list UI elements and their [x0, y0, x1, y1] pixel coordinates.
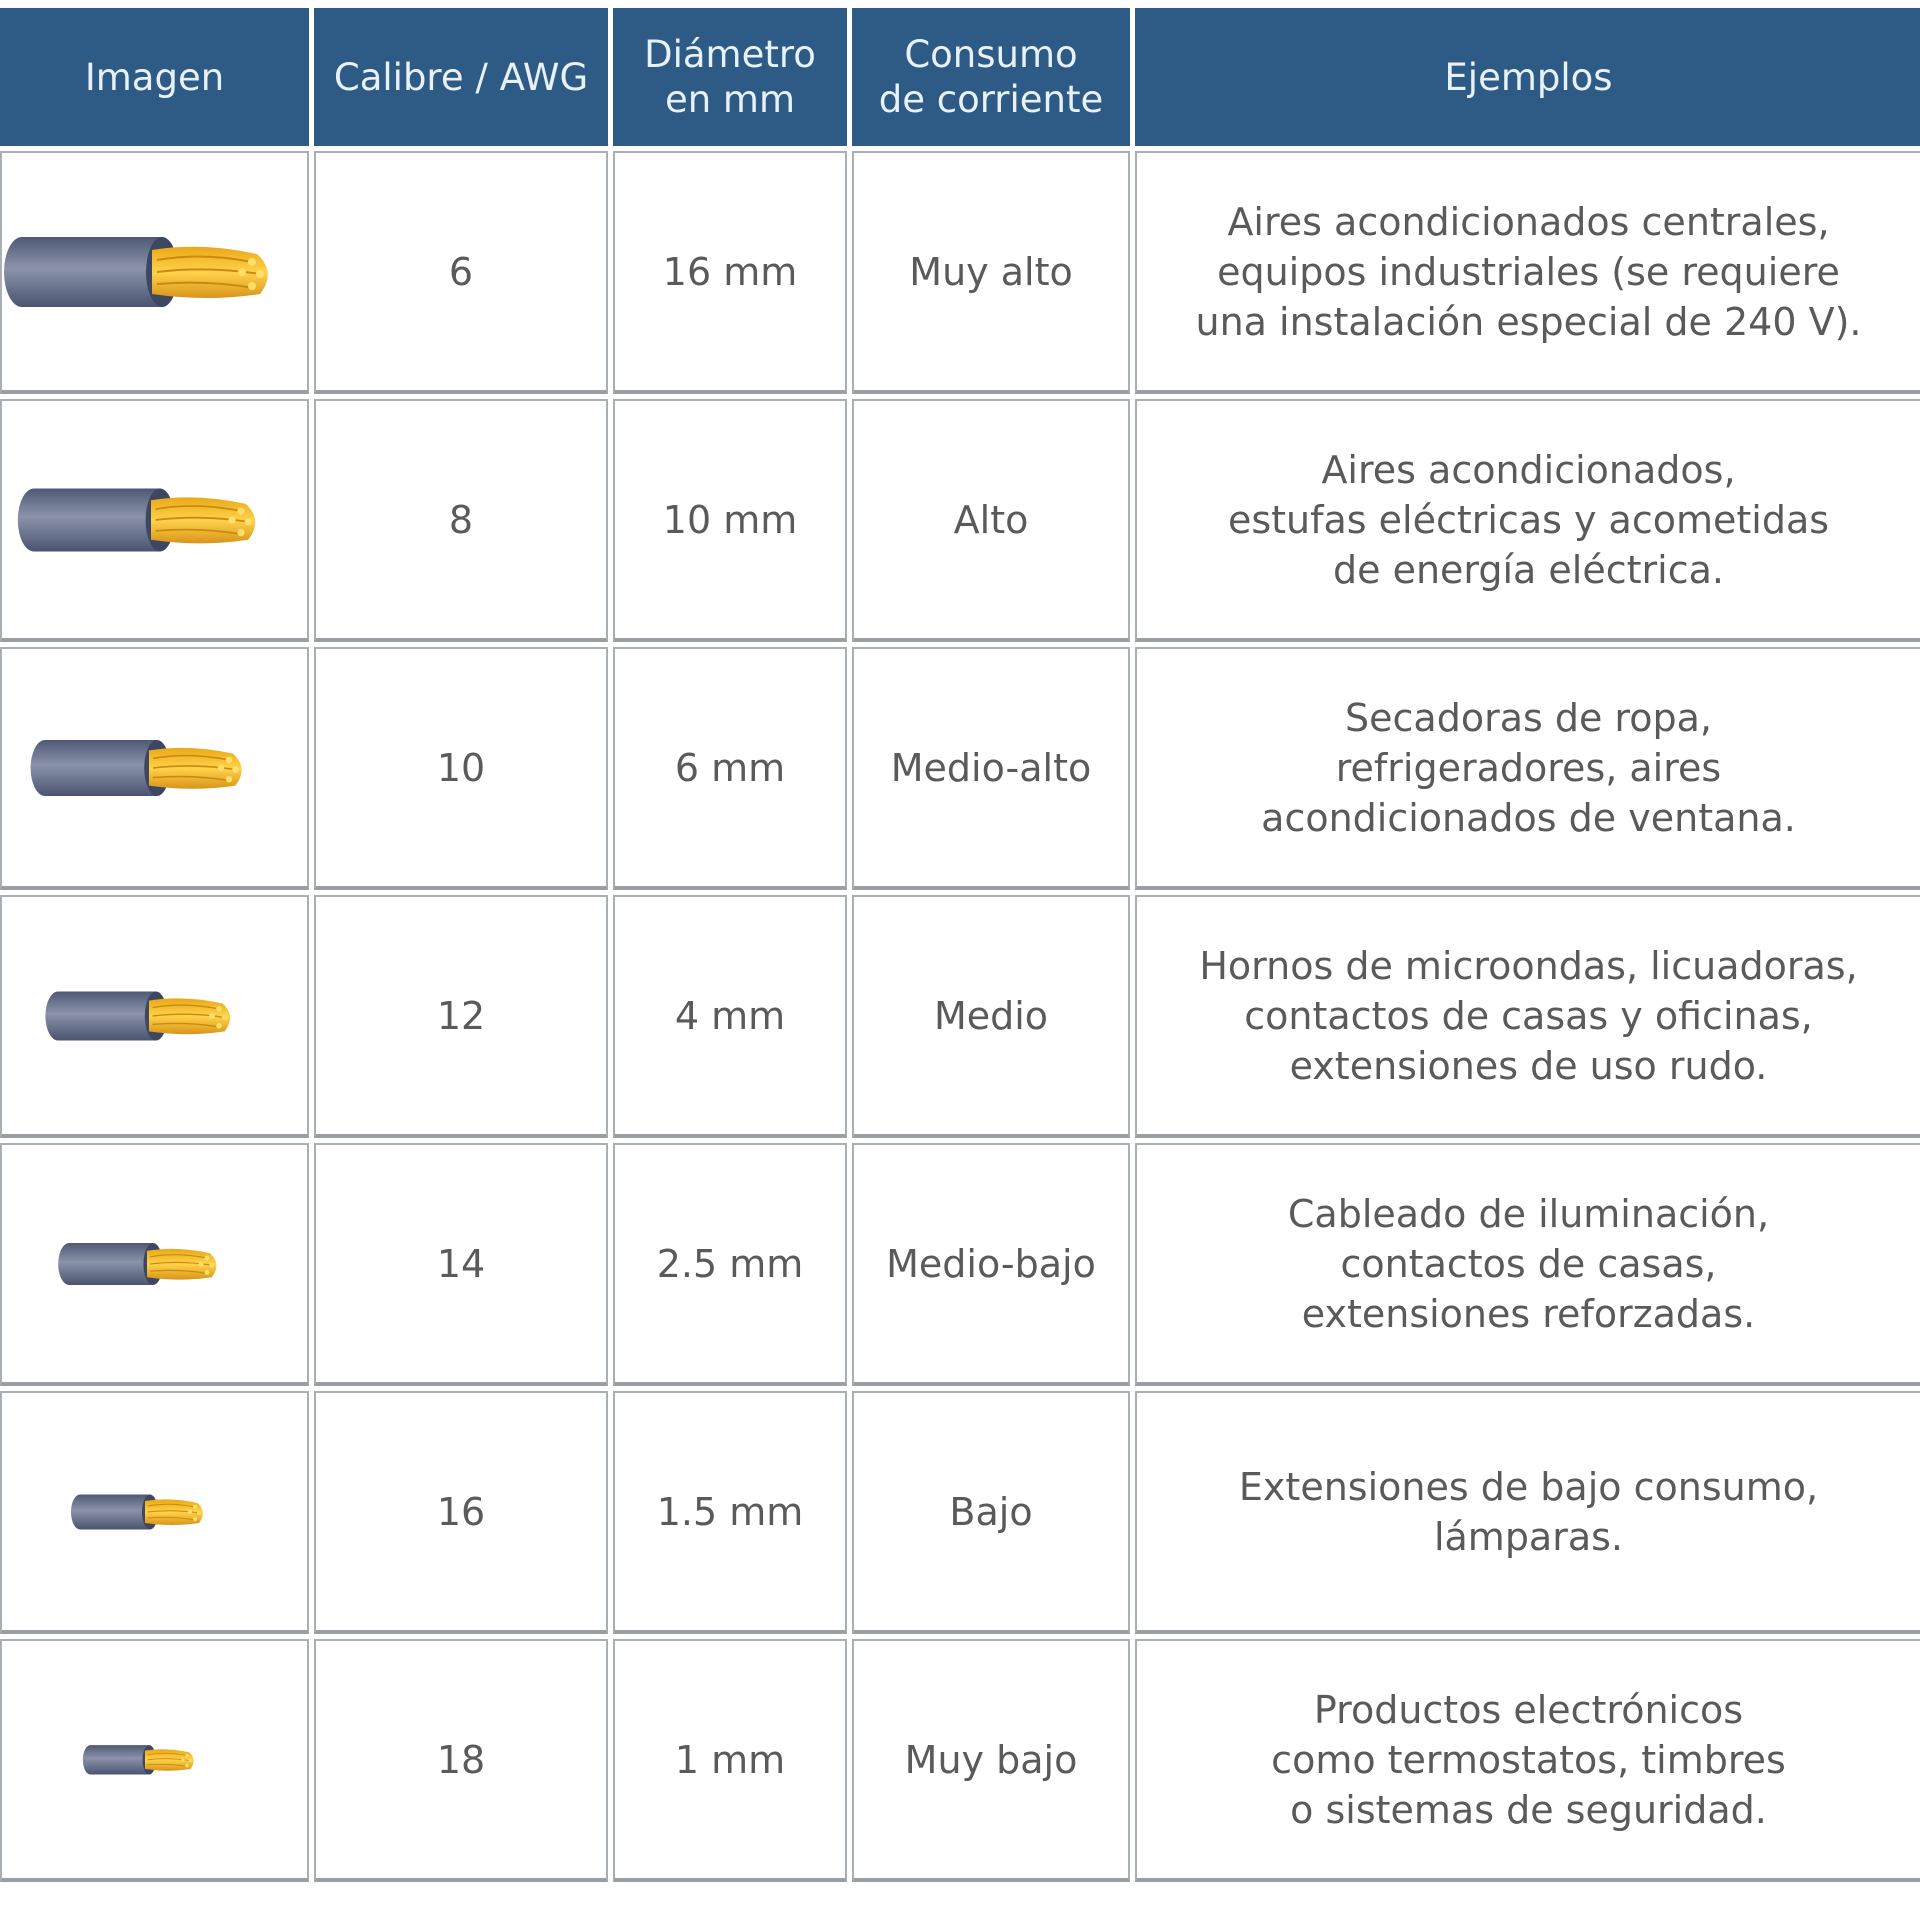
wire-image-cell — [0, 151, 309, 394]
wire-icon — [4, 236, 268, 307]
consumption-text: Bajo — [949, 1489, 1033, 1534]
header-ejemplos: Ejemplos — [1135, 8, 1920, 146]
consumption-cell: Bajo — [852, 1391, 1130, 1634]
awg-text: 18 — [436, 1737, 486, 1782]
consumption-cell: Medio-alto — [852, 647, 1130, 890]
wire-image-cell — [0, 1639, 309, 1882]
wire-icon — [30, 739, 242, 796]
awg-text: 10 — [436, 745, 486, 790]
examples-cell: Aires acondicionados, estufas eléctricas… — [1135, 399, 1920, 642]
header-diametro: Diámetro en mm — [613, 8, 847, 146]
examples-text: Aires acondicionados centrales, equipos … — [1195, 199, 1862, 344]
header-label: Calibre / AWG — [333, 55, 589, 99]
diameter-cell: 16 mm — [613, 151, 847, 394]
consumption-cell: Medio-bajo — [852, 1143, 1130, 1386]
awg-cell: 14 — [314, 1143, 608, 1386]
awg-cell: 6 — [314, 151, 608, 394]
wire-image-cell — [0, 1391, 309, 1634]
header-label: Imagen — [84, 55, 225, 99]
examples-cell: Secadoras de ropa, refrigeradores, aires… — [1135, 647, 1920, 890]
diameter-cell: 4 mm — [613, 895, 847, 1138]
examples-text: Secadoras de ropa, refrigeradores, aires… — [1261, 695, 1796, 840]
wire-gauge-table: Imagen Calibre / AWG Diámetro en mm Cons… — [0, 8, 1920, 1882]
consumption-cell: Muy bajo — [852, 1639, 1130, 1882]
awg-text: 16 — [436, 1489, 486, 1534]
examples-cell: Extensiones de bajo consumo, lámparas. — [1135, 1391, 1920, 1634]
diameter-cell: 1 mm — [613, 1639, 847, 1882]
wire-image-cell — [0, 1143, 309, 1386]
wire-icon — [45, 991, 231, 1040]
consumption-text: Medio-alto — [890, 745, 1092, 790]
diameter-text: 2.5 mm — [656, 1241, 804, 1286]
wire-icon — [58, 1242, 217, 1285]
header-consumo: Consumo de corriente — [852, 8, 1130, 146]
examples-cell: Hornos de microondas, licuadoras, contac… — [1135, 895, 1920, 1138]
consumption-text: Medio — [933, 993, 1049, 1038]
examples-cell: Cableado de iluminación, contactos de ca… — [1135, 1143, 1920, 1386]
header-label: Ejemplos — [1444, 55, 1613, 99]
awg-cell: 18 — [314, 1639, 608, 1882]
consumption-text: Muy bajo — [904, 1737, 1078, 1782]
awg-text: 8 — [448, 497, 474, 542]
diameter-text: 16 mm — [662, 249, 798, 294]
awg-text: 14 — [436, 1241, 486, 1286]
consumption-cell: Muy alto — [852, 151, 1130, 394]
consumption-cell: Medio — [852, 895, 1130, 1138]
awg-cell: 8 — [314, 399, 608, 642]
wire-image-cell — [0, 647, 309, 890]
header-label: Diámetro en mm — [644, 33, 816, 121]
diameter-text: 6 mm — [674, 745, 786, 790]
diameter-cell: 1.5 mm — [613, 1391, 847, 1634]
awg-text: 6 — [448, 249, 474, 294]
wire-icon — [17, 488, 256, 551]
awg-cell: 10 — [314, 647, 608, 890]
header-label: Consumo de corriente — [878, 33, 1104, 121]
diameter-cell: 10 mm — [613, 399, 847, 642]
consumption-cell: Alto — [852, 399, 1130, 642]
awg-cell: 12 — [314, 895, 608, 1138]
examples-text: Extensiones de bajo consumo, lámparas. — [1238, 1464, 1819, 1559]
examples-text: Cableado de iluminación, contactos de ca… — [1287, 1191, 1770, 1336]
diameter-text: 10 mm — [662, 497, 798, 542]
wire-image-cell — [0, 399, 309, 642]
diameter-text: 4 mm — [674, 993, 786, 1038]
diameter-cell: 6 mm — [613, 647, 847, 890]
examples-cell: Productos electrónicos como termostatos,… — [1135, 1639, 1920, 1882]
diameter-text: 1.5 mm — [656, 1489, 804, 1534]
diameter-text: 1 mm — [674, 1737, 786, 1782]
header-calibre: Calibre / AWG — [314, 8, 608, 146]
wire-icon — [71, 1494, 203, 1529]
examples-text: Hornos de microondas, licuadoras, contac… — [1199, 943, 1858, 1088]
header-imagen: Imagen — [0, 8, 309, 146]
examples-cell: Aires acondicionados centrales, equipos … — [1135, 151, 1920, 394]
consumption-text: Alto — [953, 497, 1029, 542]
wire-icon — [82, 1744, 194, 1775]
awg-text: 12 — [436, 993, 486, 1038]
consumption-text: Muy alto — [909, 249, 1073, 294]
examples-text: Aires acondicionados, estufas eléctricas… — [1227, 447, 1830, 592]
consumption-text: Medio-bajo — [886, 1241, 1096, 1286]
awg-cell: 16 — [314, 1391, 608, 1634]
diameter-cell: 2.5 mm — [613, 1143, 847, 1386]
wire-image-cell — [0, 895, 309, 1138]
examples-text: Productos electrónicos como termostatos,… — [1271, 1687, 1786, 1832]
